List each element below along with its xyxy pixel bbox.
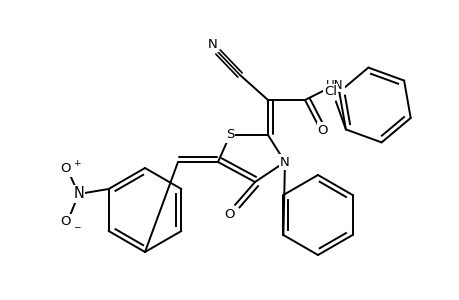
Text: −: −: [73, 223, 80, 232]
Text: Cl: Cl: [324, 85, 336, 98]
Text: S: S: [225, 128, 234, 142]
Text: N: N: [207, 38, 218, 50]
Text: O: O: [317, 124, 328, 136]
Text: O: O: [60, 215, 71, 229]
Text: N: N: [73, 187, 84, 202]
Text: +: +: [73, 160, 80, 169]
Text: HN: HN: [325, 79, 343, 92]
Text: O: O: [224, 208, 235, 221]
Text: N: N: [280, 155, 289, 169]
Text: O: O: [60, 163, 71, 176]
